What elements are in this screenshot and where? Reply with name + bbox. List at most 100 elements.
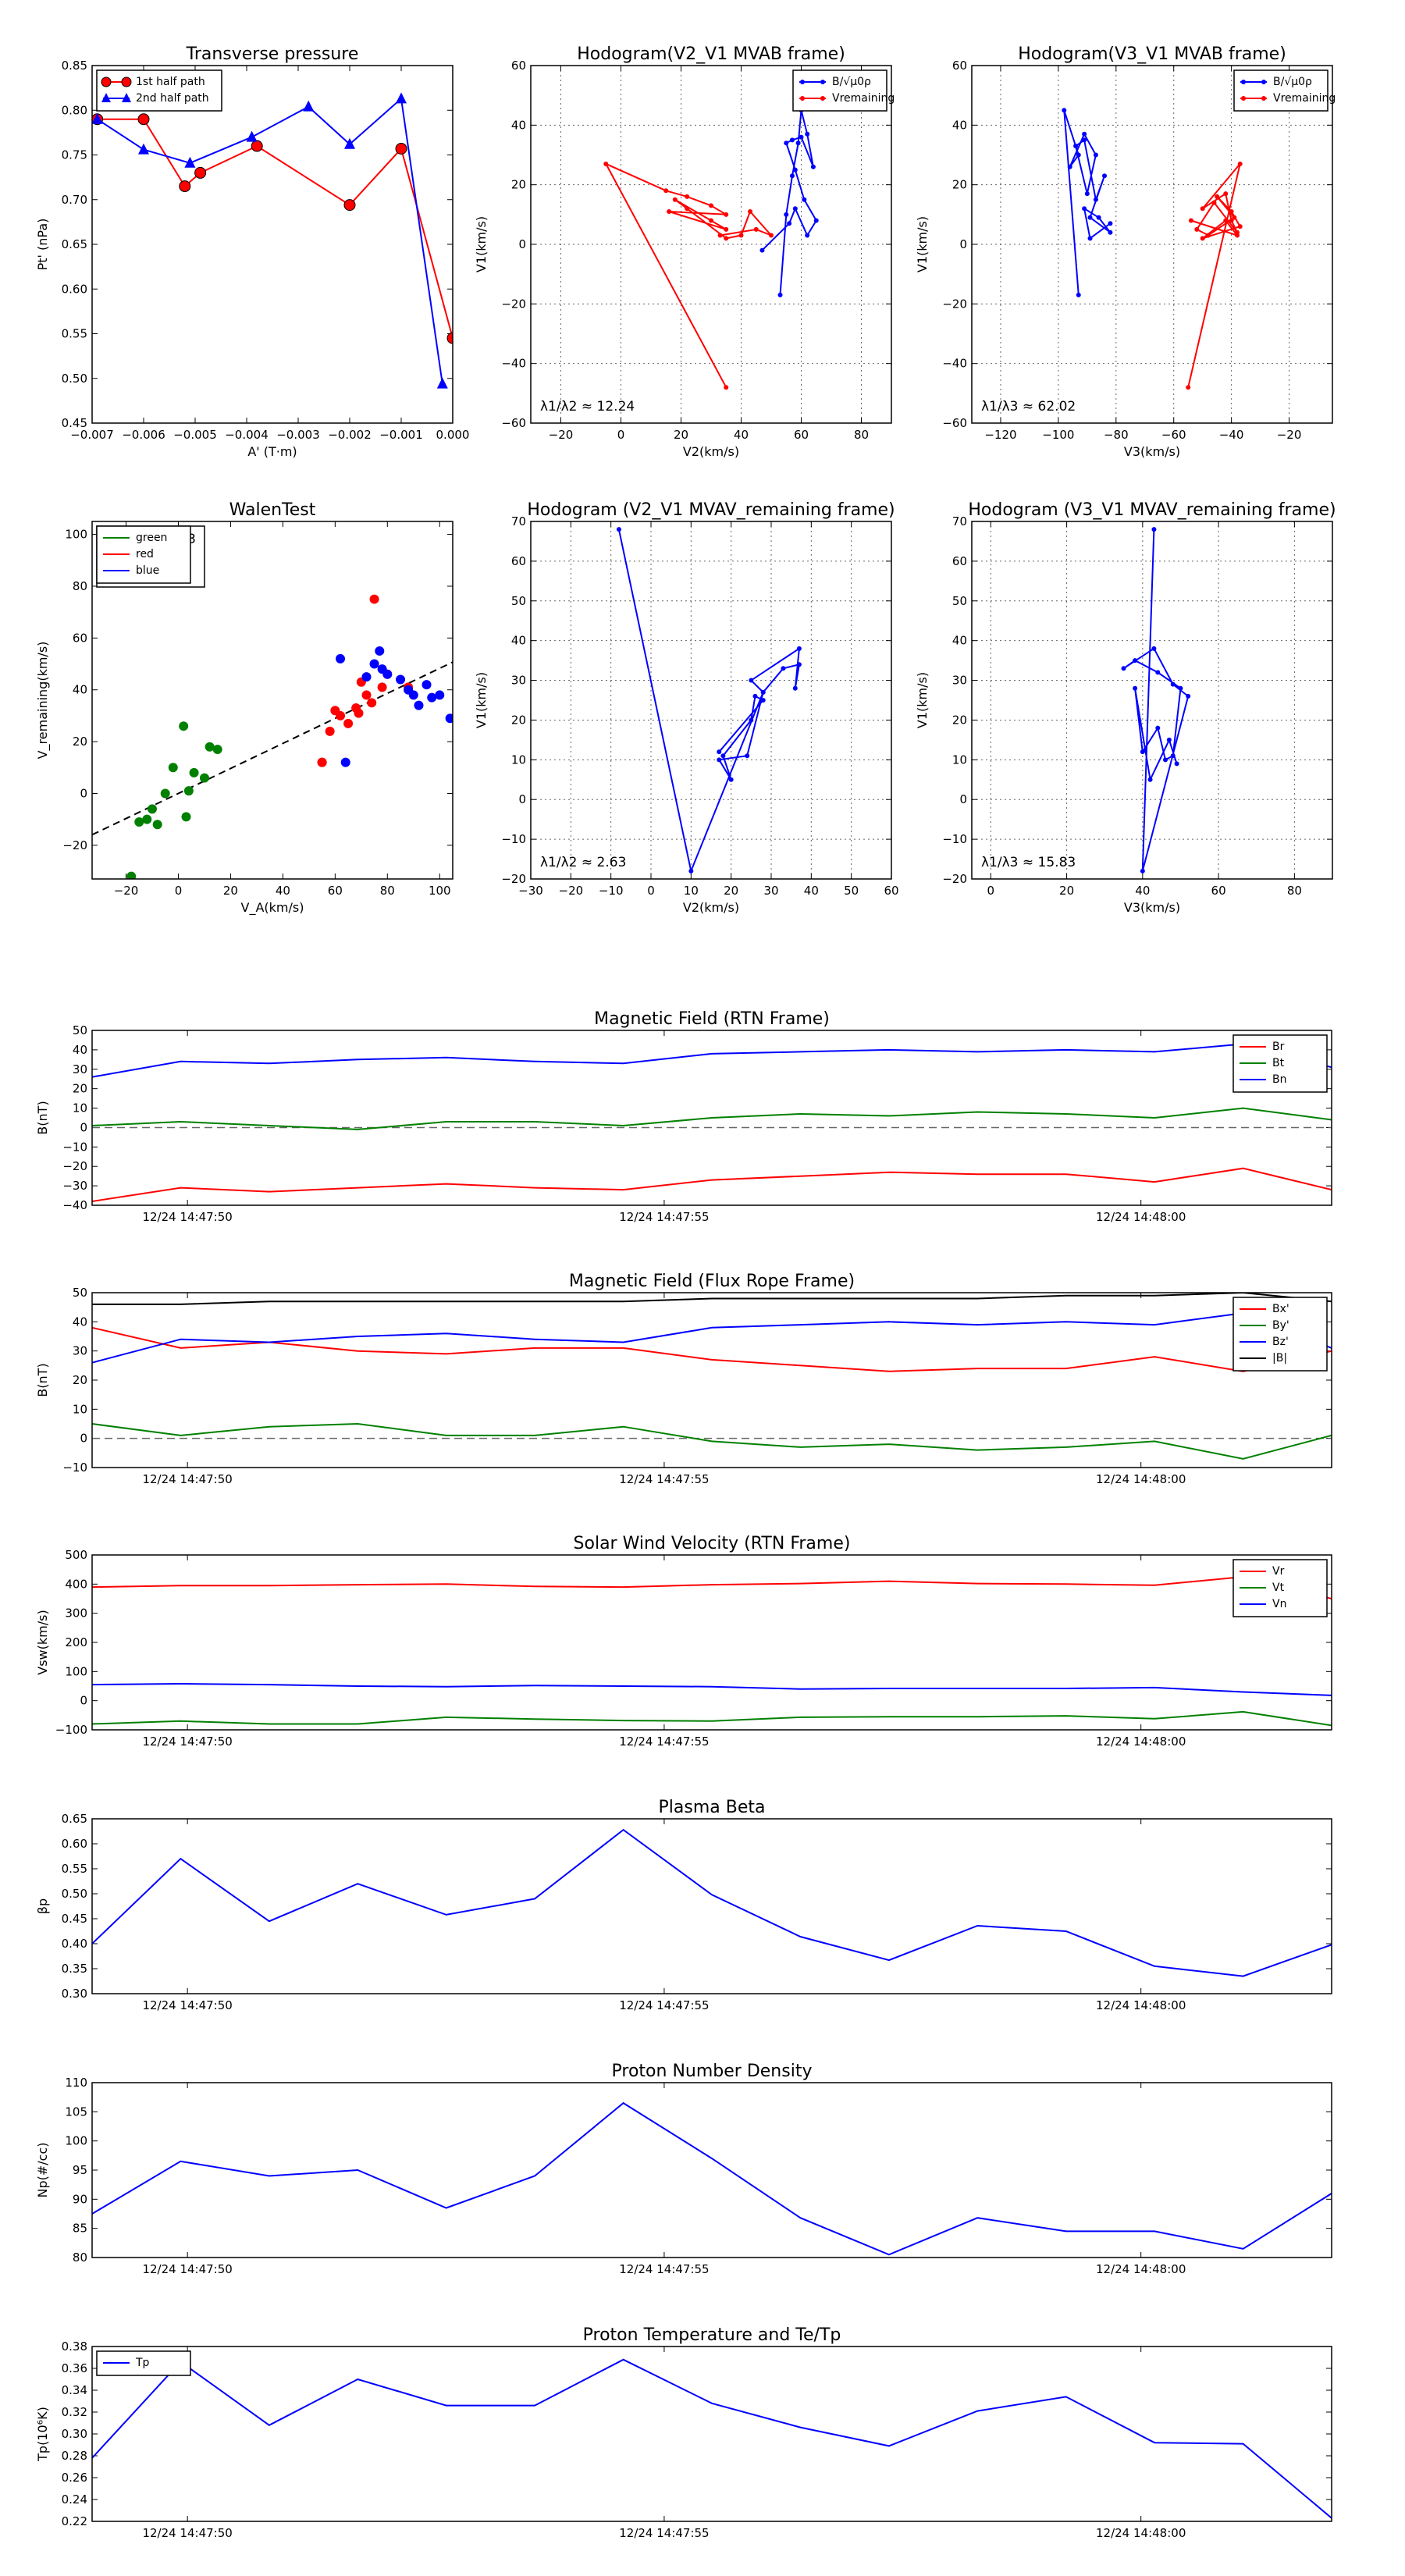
data-point <box>152 820 162 830</box>
y-tick-label: 40 <box>73 683 87 697</box>
y-tick-label: 30 <box>952 674 967 688</box>
x-tick-label: 12/24 14:47:50 <box>142 2526 232 2540</box>
data-point <box>134 817 144 827</box>
data-point <box>760 689 766 695</box>
data-point <box>795 141 801 146</box>
data-point <box>395 142 407 155</box>
series-line-np <box>92 2101 1332 2256</box>
plot-area <box>92 92 453 389</box>
data-point <box>142 814 152 824</box>
data-point <box>179 180 191 193</box>
y-tick-label: 0.65 <box>62 237 87 251</box>
data-point <box>789 137 795 143</box>
x-tick-label: 40 <box>734 428 749 442</box>
y-tick-label: 20 <box>511 713 526 727</box>
x-tick-label: 12/24 14:47:55 <box>619 2262 709 2276</box>
y-tick-label: 0.60 <box>62 1837 87 1851</box>
y-tick-label: 60 <box>511 59 526 73</box>
data-point <box>137 113 150 126</box>
plot-area <box>1121 527 1191 873</box>
y-tick-label: 105 <box>65 2105 87 2119</box>
fit-line <box>92 661 453 836</box>
data-point <box>1223 191 1229 197</box>
legend-label: green <box>136 532 167 544</box>
y-tick-label: −10 <box>62 1140 87 1154</box>
data-point <box>343 718 354 728</box>
y-tick-label: 10 <box>511 753 526 767</box>
y-tick-label: 0.65 <box>62 1812 87 1826</box>
data-point <box>317 757 327 767</box>
data-point <box>369 659 379 669</box>
y-axis-label: Vsw(km/s) <box>35 1610 50 1674</box>
series-line-bx <box>92 1326 1332 1372</box>
plot-frame <box>91 2082 1332 2258</box>
y-tick-label: 0.24 <box>62 2492 87 2507</box>
y-tick-label: 85 <box>73 2222 87 2236</box>
plot-frame <box>971 521 1333 880</box>
data-point <box>183 786 194 796</box>
y-tick-label: 70 <box>511 514 526 528</box>
legend-marker <box>101 93 111 102</box>
y-tick-label: 70 <box>952 514 967 528</box>
x-tick-label: 40 <box>1135 884 1150 898</box>
series-line-vr <box>92 1575 1332 1599</box>
data-point <box>784 141 789 146</box>
data-point <box>367 698 377 708</box>
data-point <box>759 247 765 253</box>
data-point <box>168 763 178 773</box>
data-point <box>1084 191 1090 197</box>
data-point <box>717 749 722 755</box>
data-point <box>796 662 802 667</box>
chart-vel_rtn: 12/24 14:47:50 12/24 14:47:55 12/24 14:48:… <box>35 1534 1332 1749</box>
data-point <box>685 206 690 212</box>
data-point <box>752 693 758 699</box>
x-tick-label: 80 <box>1287 884 1302 898</box>
plot-area <box>1062 108 1243 390</box>
y-tick-label: 40 <box>73 1315 87 1329</box>
legend-marker <box>820 96 825 101</box>
x-tick-label: 80 <box>854 428 869 442</box>
x-tick-label: 12/24 14:48:00 <box>1096 1735 1186 1749</box>
series-line-bt <box>92 1107 1332 1130</box>
data-point <box>126 871 137 879</box>
legend-label: By' <box>1272 1319 1289 1332</box>
data-point <box>1067 164 1072 169</box>
data-point <box>685 194 690 199</box>
data-point <box>184 156 196 168</box>
data-point <box>246 130 258 142</box>
series-line-tp <box>92 2358 1332 2519</box>
y-tick-label: 50 <box>952 594 967 608</box>
data-point <box>749 678 754 683</box>
y-tick-label: 40 <box>952 634 967 648</box>
x-tick-label: 20 <box>223 884 238 898</box>
chart-pt: −0.007 −0.006 −0.005 −0.004 −0.003 −0.002 −0.0… <box>35 44 469 459</box>
legend <box>1233 69 1329 112</box>
data-point <box>728 777 734 782</box>
data-point <box>616 527 621 532</box>
data-point <box>189 767 199 777</box>
data-point <box>753 226 759 232</box>
y-tick-label: 0.34 <box>62 2383 87 2397</box>
y-tick-label: 0.30 <box>62 2427 87 2441</box>
y-tick-label: 0 <box>518 792 526 806</box>
plot-area <box>92 1043 1332 1202</box>
y-tick-label: 500 <box>65 1548 87 1562</box>
data-point <box>748 209 753 215</box>
legend-label: Vn <box>1272 1598 1286 1610</box>
y-axis-label: βp <box>35 1898 50 1914</box>
y-axis-label: V1(km/s) <box>915 216 930 272</box>
x-tick-label: −0.006 <box>122 428 165 442</box>
data-point <box>1076 152 1081 158</box>
data-point <box>212 745 222 755</box>
plot-frame <box>91 1818 1332 1994</box>
legend-marker <box>121 76 132 87</box>
y-tick-label: 0.80 <box>62 103 87 117</box>
data-point <box>354 708 364 718</box>
y-tick-label: 50 <box>73 1286 87 1300</box>
data-point <box>1223 218 1229 223</box>
x-tick-label: −20 <box>114 884 139 898</box>
y-tick-label: −60 <box>501 416 526 430</box>
y-tick-label: 110 <box>65 2076 87 2090</box>
data-point <box>1211 200 1217 205</box>
